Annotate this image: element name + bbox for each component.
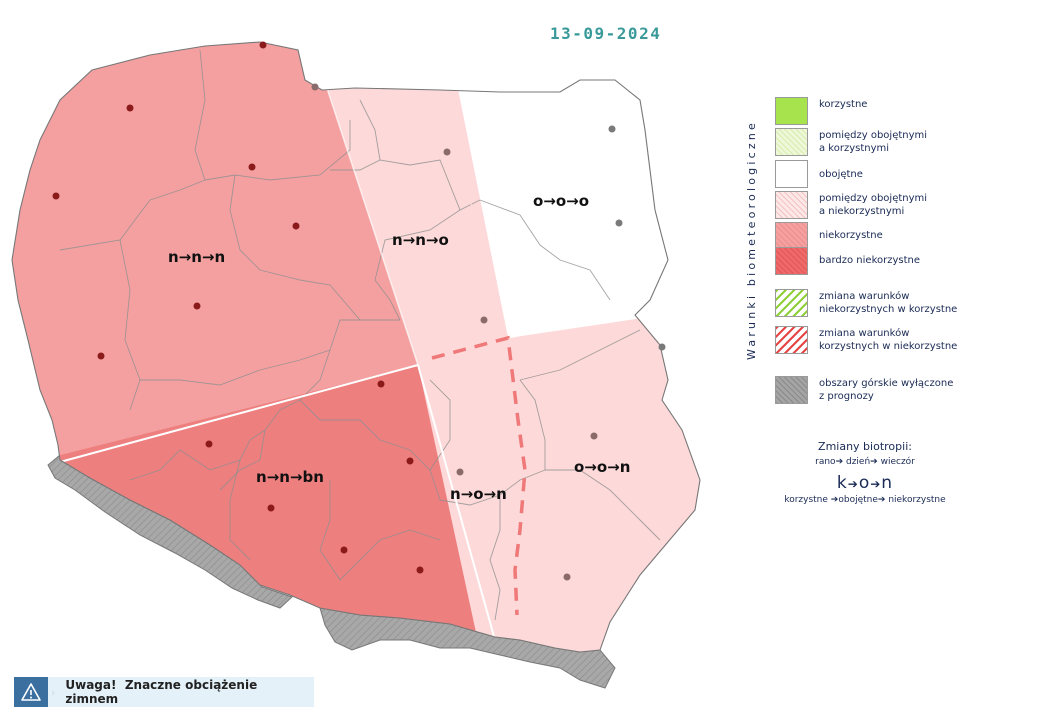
biotropy-title: Zmiany biotropii: (818, 440, 912, 453)
station-dot (590, 432, 598, 440)
legend-label: pomiędzy obojętnymi a niekorzystnymi (819, 193, 928, 217)
arrow-icon: ➔ (877, 495, 886, 505)
legend-swatch (775, 191, 808, 219)
biotropy-dzien: dzień (845, 457, 871, 467)
arrow-icon: ➔ (835, 457, 844, 467)
legend-vertical-title: Warunki biometeorologiczne (745, 120, 758, 360)
dashed-change-boundary (431, 335, 527, 616)
biotropy-wieczor: wieczór (880, 457, 915, 467)
legend-label: obszary górskie wyłączone z prognozy (819, 378, 954, 402)
legend-label: obojętne (819, 169, 863, 180)
station-dot (658, 343, 666, 351)
legend-label: zmiana warunków korzystnych w niekorzystn… (819, 328, 958, 352)
arrow-icon: ➔ (830, 495, 839, 505)
station-dot (126, 104, 134, 112)
station-dot (416, 566, 424, 574)
zone-fill-n-central (298, 42, 508, 365)
arrow-icon: ➔ (870, 457, 878, 467)
zone-label-ne: o→o→o (533, 192, 589, 210)
legend-item-zmiana-w-korzystne: zmiana warunków niekorzystnych w korzystn… (775, 289, 957, 317)
poland-outline (11, 41, 701, 653)
warning-banner: › Uwaga! Znaczne obciążenie zimnem (14, 677, 314, 707)
station-dot (377, 380, 385, 388)
forecast-date: 13-09-2024 (550, 24, 662, 43)
station-dot (97, 352, 105, 360)
legend-swatch (775, 128, 808, 156)
station-dot (608, 125, 616, 133)
arrow-icon: ➔ (847, 477, 859, 491)
station-dot (248, 163, 256, 171)
poland-biometeo-map: n→n→n n→n→o o→o→o n→n→bn n→o→n o→o→n (11, 41, 701, 689)
station-dot (615, 219, 623, 227)
station-dot (563, 573, 571, 581)
legend-label: zmiana warunków niekorzystnych w korzystn… (819, 291, 958, 315)
voivodeship-borders (59, 49, 661, 621)
legend-item-obszary-gorskie: obszary górskie wyłączone z prognozy (775, 376, 953, 404)
station-dot (311, 83, 319, 91)
legend-item-pomiedzy-niekorzystne: pomiędzy obojętnymi a niekorzystnymi (775, 191, 927, 219)
legend-swatch (775, 376, 808, 404)
legend-label: pomiędzy obojętnymi a korzystnymi (819, 130, 928, 154)
zone-label-se: o→o→n (574, 458, 630, 476)
legend-item-pomiedzy-korzystne: pomiędzy obojętnymi a korzystnymi (775, 128, 927, 156)
station-dot (340, 546, 348, 554)
legend-label: bardzo niekorzystne (819, 255, 921, 266)
biotropy-o: o (858, 473, 871, 493)
legend-swatch (775, 160, 808, 188)
station-dot (267, 504, 275, 512)
biotropy-n: n (881, 473, 894, 493)
station-dot (406, 457, 414, 465)
legend-swatch (775, 247, 808, 275)
biotropy-sequence: rano➔ dzień➔ wieczór (760, 457, 970, 467)
legend-label: korzystne (819, 99, 868, 110)
arrow-icon: ➔ (870, 477, 882, 491)
zone-label-n-central: n→n→o (392, 231, 449, 249)
biotropy-niekorzystne: niekorzystne (888, 495, 946, 505)
legend-swatch (775, 222, 808, 250)
station-dots (52, 41, 666, 581)
station-dot (443, 148, 451, 156)
station-dot (193, 302, 201, 310)
legend-swatch (775, 289, 808, 317)
chevron-right-icon: › (50, 685, 56, 699)
biotropy-meaning: korzystne ➔obojętne➔ niekorzystne (760, 495, 970, 505)
zone-fill-nw (12, 42, 418, 470)
legend-item-korzystne: korzystne (775, 97, 867, 125)
legend-item-obojetne: obojętne (775, 160, 863, 188)
zone-label-s-central: n→o→n (450, 485, 507, 503)
biotropy-rano: rano (815, 457, 836, 467)
biotropy-example: k➔o➔n (760, 473, 970, 493)
station-dot (259, 41, 267, 49)
legend-item-niekorzystne: niekorzystne (775, 222, 883, 250)
biotropy-obojetne: obojętne (838, 495, 878, 505)
legend-label: niekorzystne (819, 230, 883, 241)
station-dot (52, 192, 60, 200)
biotropy-korzystne: korzystne (784, 495, 828, 505)
legend-item-zmiana-w-niekorzystne: zmiana warunków korzystnych w niekorzystn… (775, 326, 957, 354)
station-dot (456, 468, 464, 476)
warning-triangle-icon (14, 677, 48, 707)
legend-item-bardzo-niekorzystne: bardzo niekorzystne (775, 247, 920, 275)
warning-text: Uwaga! Znaczne obciążenie zimnem (65, 678, 258, 706)
station-dot (480, 316, 488, 324)
biotropy-k: k (836, 473, 848, 493)
zone-label-sw: n→n→bn (256, 468, 324, 486)
station-dot (205, 440, 213, 448)
biotropy-explanation: Zmiany biotropii: rano➔ dzień➔ wieczór k… (760, 440, 970, 505)
station-dot (292, 222, 300, 230)
zone-label-nw: n→n→n (168, 248, 225, 266)
legend-vertical-title-text: Warunki biometeorologiczne (745, 120, 758, 360)
legend-swatch (775, 326, 808, 354)
legend-swatch (775, 97, 808, 125)
